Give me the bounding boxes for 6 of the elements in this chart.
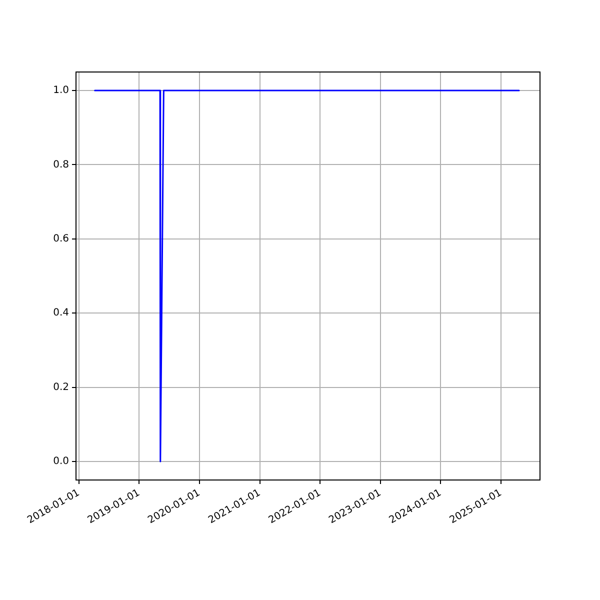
- y-tick-label: 0.2: [53, 382, 69, 393]
- y-tick-label: 0.6: [53, 234, 69, 245]
- y-tick-label: 0.0: [53, 456, 69, 468]
- y-tick-label: 0.4: [53, 308, 69, 319]
- y-tick-label: 0.8: [53, 159, 69, 170]
- y-tick-label: 1.0: [53, 85, 69, 96]
